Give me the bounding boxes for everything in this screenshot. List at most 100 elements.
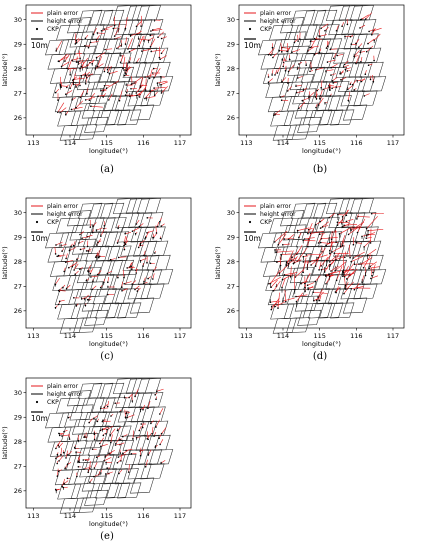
plain-error-vector bbox=[90, 275, 98, 278]
legend-label-height-error: height error bbox=[47, 18, 83, 25]
ckp-point bbox=[331, 80, 334, 82]
y-tick-label: 27 bbox=[14, 283, 22, 291]
plain-error-vector bbox=[58, 53, 68, 62]
plain-error-vector bbox=[76, 56, 78, 63]
ckp-point bbox=[137, 38, 140, 40]
ckp-point bbox=[270, 305, 273, 308]
y-tick-label: 27 bbox=[14, 463, 22, 471]
plain-error-vector bbox=[145, 73, 155, 78]
plain-error-vector bbox=[349, 244, 351, 258]
ckp-point bbox=[119, 452, 122, 454]
ckp-point bbox=[268, 283, 270, 285]
plain-error-vector bbox=[132, 430, 134, 439]
plain-error-vector bbox=[136, 20, 143, 27]
caption-d: (d) bbox=[312, 351, 328, 362]
ckp-point bbox=[369, 78, 372, 81]
ckp-point bbox=[101, 420, 104, 423]
plain-error-vector bbox=[277, 66, 281, 74]
ckp-point bbox=[119, 61, 122, 64]
ckp-point bbox=[153, 76, 155, 79]
legend-label-height-error: height error bbox=[47, 211, 83, 218]
y-tick-label: 28 bbox=[14, 258, 22, 266]
ckp-point bbox=[298, 63, 300, 65]
ckp-point bbox=[328, 273, 330, 275]
ckp-point bbox=[141, 426, 144, 429]
plain-error-vector bbox=[284, 289, 287, 302]
ckp-point bbox=[96, 273, 99, 276]
ckp-point bbox=[152, 236, 154, 239]
ckp-point bbox=[343, 274, 345, 276]
ckp-point bbox=[88, 99, 91, 101]
ckp-point bbox=[160, 52, 163, 55]
plain-error-vector bbox=[65, 260, 73, 263]
plain-error-vector bbox=[139, 223, 144, 227]
plain-error-vector bbox=[129, 57, 132, 63]
ckp-point bbox=[340, 79, 342, 81]
ckp-point bbox=[275, 251, 277, 253]
x-tick-label: 115 bbox=[100, 139, 112, 147]
x-tick-label: 116 bbox=[137, 512, 149, 520]
ckp-point bbox=[150, 422, 152, 425]
ckp-point bbox=[342, 269, 345, 271]
ckp-point bbox=[317, 104, 320, 106]
ckp-point bbox=[86, 245, 89, 248]
ckp-point bbox=[272, 56, 274, 59]
ckp-point bbox=[91, 231, 94, 234]
scale-bar-label: 10m bbox=[31, 41, 48, 50]
ckp-point bbox=[146, 232, 148, 234]
ckp-point bbox=[100, 235, 102, 237]
ckp-point bbox=[335, 86, 337, 89]
plain-error-vector bbox=[347, 85, 353, 90]
ckp-point bbox=[139, 244, 142, 247]
plain-error-vector bbox=[59, 299, 65, 302]
plain-error-vector bbox=[128, 464, 130, 473]
plain-error-vector bbox=[98, 95, 105, 97]
plain-error-vector bbox=[90, 41, 99, 43]
ckp-point bbox=[124, 72, 127, 74]
plain-error-vector bbox=[352, 79, 357, 85]
plain-error-vector bbox=[83, 467, 89, 470]
plain-error-vector bbox=[324, 27, 329, 31]
plain-error-vector bbox=[273, 285, 278, 291]
plain-error-vector bbox=[320, 242, 331, 244]
ckp-point bbox=[79, 57, 81, 60]
ckp-point bbox=[81, 237, 83, 239]
ckp-point bbox=[96, 32, 99, 34]
plain-error-vector bbox=[328, 270, 341, 275]
plain-error-vector bbox=[155, 419, 160, 428]
image-footprint bbox=[148, 449, 174, 465]
plain-error-vector bbox=[125, 236, 128, 245]
plain-error-vector bbox=[103, 25, 113, 30]
ckp-point bbox=[99, 407, 102, 410]
image-footprint bbox=[319, 302, 344, 319]
y-tick-label: 28 bbox=[227, 258, 235, 266]
ckp-point bbox=[344, 256, 346, 259]
plain-error-vector bbox=[325, 272, 334, 284]
ckp-point bbox=[94, 256, 97, 258]
ckp-point bbox=[310, 264, 312, 266]
ckp-point bbox=[96, 65, 99, 68]
plain-error-vector bbox=[145, 459, 148, 467]
ckp-point bbox=[318, 299, 321, 302]
ckp-point bbox=[153, 94, 156, 96]
ckp-point bbox=[129, 95, 131, 98]
plain-error-vector bbox=[351, 286, 364, 290]
ckp-point bbox=[335, 241, 337, 243]
plain-error-vector bbox=[368, 229, 384, 231]
image-footprint bbox=[45, 412, 70, 429]
ckp-point bbox=[128, 396, 130, 399]
chart-svg-d: 113 114 115 116 117 26 27 28 29 30 longitude(°) lat… bbox=[214, 197, 405, 348]
ckp-point bbox=[349, 36, 352, 38]
plain-error-vector bbox=[353, 50, 360, 57]
ckp-point bbox=[325, 244, 327, 247]
plain-error-vector bbox=[359, 24, 366, 29]
ckp-point bbox=[155, 426, 157, 428]
ckp-point bbox=[317, 256, 319, 259]
ckp-point bbox=[325, 47, 328, 49]
ckp-point bbox=[355, 42, 357, 45]
image-footprint bbox=[95, 109, 120, 126]
ckp-point bbox=[341, 25, 343, 28]
ckp-point bbox=[55, 447, 57, 450]
y-tick-label: 30 bbox=[14, 209, 22, 217]
plain-error-vector bbox=[131, 280, 137, 285]
